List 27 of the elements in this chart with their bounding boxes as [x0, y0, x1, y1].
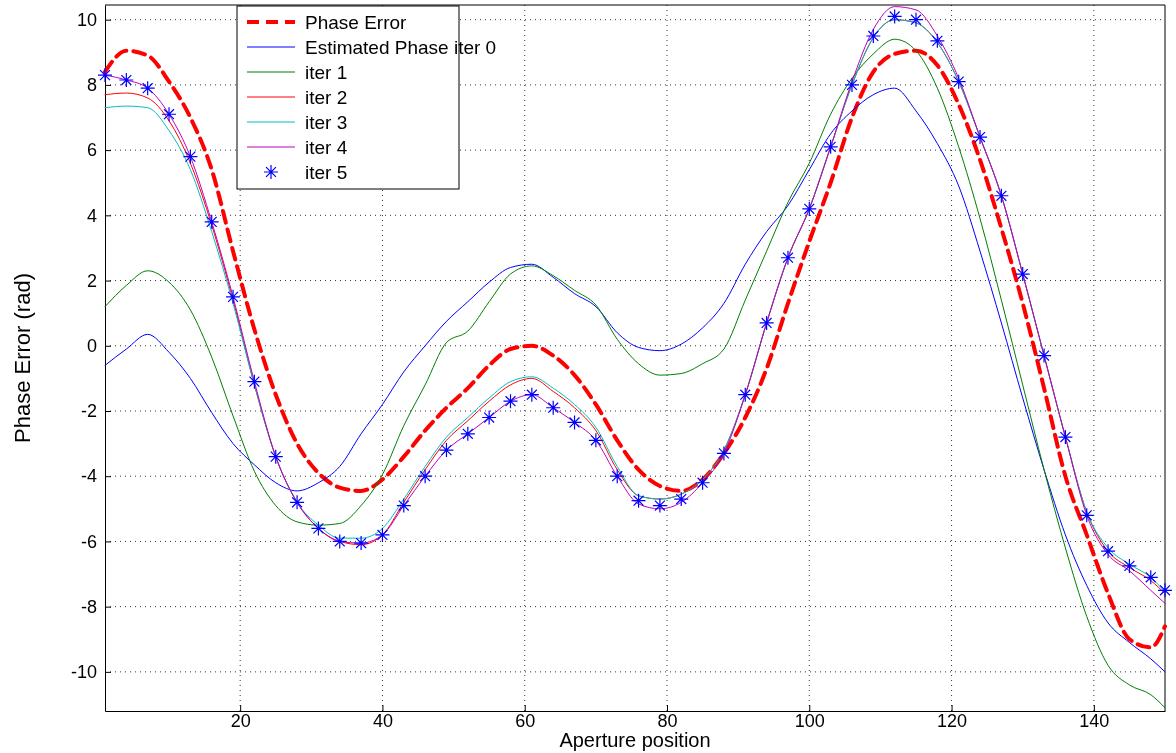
legend-label: iter 4 [305, 137, 348, 158]
y-tick-label: -6 [80, 531, 97, 552]
x-tick-label: 100 [794, 710, 825, 731]
x-tick-label: 20 [230, 710, 251, 731]
x-axis-title: Aperture position [559, 729, 711, 751]
y-tick-label: -2 [80, 401, 97, 422]
x-tick-label: 80 [657, 710, 678, 731]
y-tick-label: 8 [86, 75, 97, 96]
y-tick-label: -4 [80, 466, 97, 487]
x-tick-label: 140 [1079, 710, 1110, 731]
y-axis-title: Phase Error (rad) [10, 273, 35, 443]
legend-label: iter 5 [305, 162, 348, 183]
x-tick-label: 120 [937, 710, 968, 731]
legend-label: Phase Error [305, 12, 408, 33]
legend-label: iter 1 [305, 62, 348, 83]
y-tick-label: 2 [86, 270, 97, 291]
y-tick-label: -10 [70, 662, 97, 683]
y-tick-label: 6 [86, 140, 97, 161]
y-tick-label: 4 [86, 205, 97, 226]
legend-label: iter 3 [305, 112, 348, 133]
x-tick-label: 40 [372, 710, 393, 731]
y-tick-label: -8 [80, 596, 97, 617]
y-tick-label: 10 [76, 9, 97, 30]
x-tick-label: 60 [515, 710, 536, 731]
y-tick-label: 0 [86, 336, 97, 357]
legend-label: Estimated Phase iter 0 [305, 37, 497, 58]
legend-label: iter 2 [305, 87, 348, 108]
